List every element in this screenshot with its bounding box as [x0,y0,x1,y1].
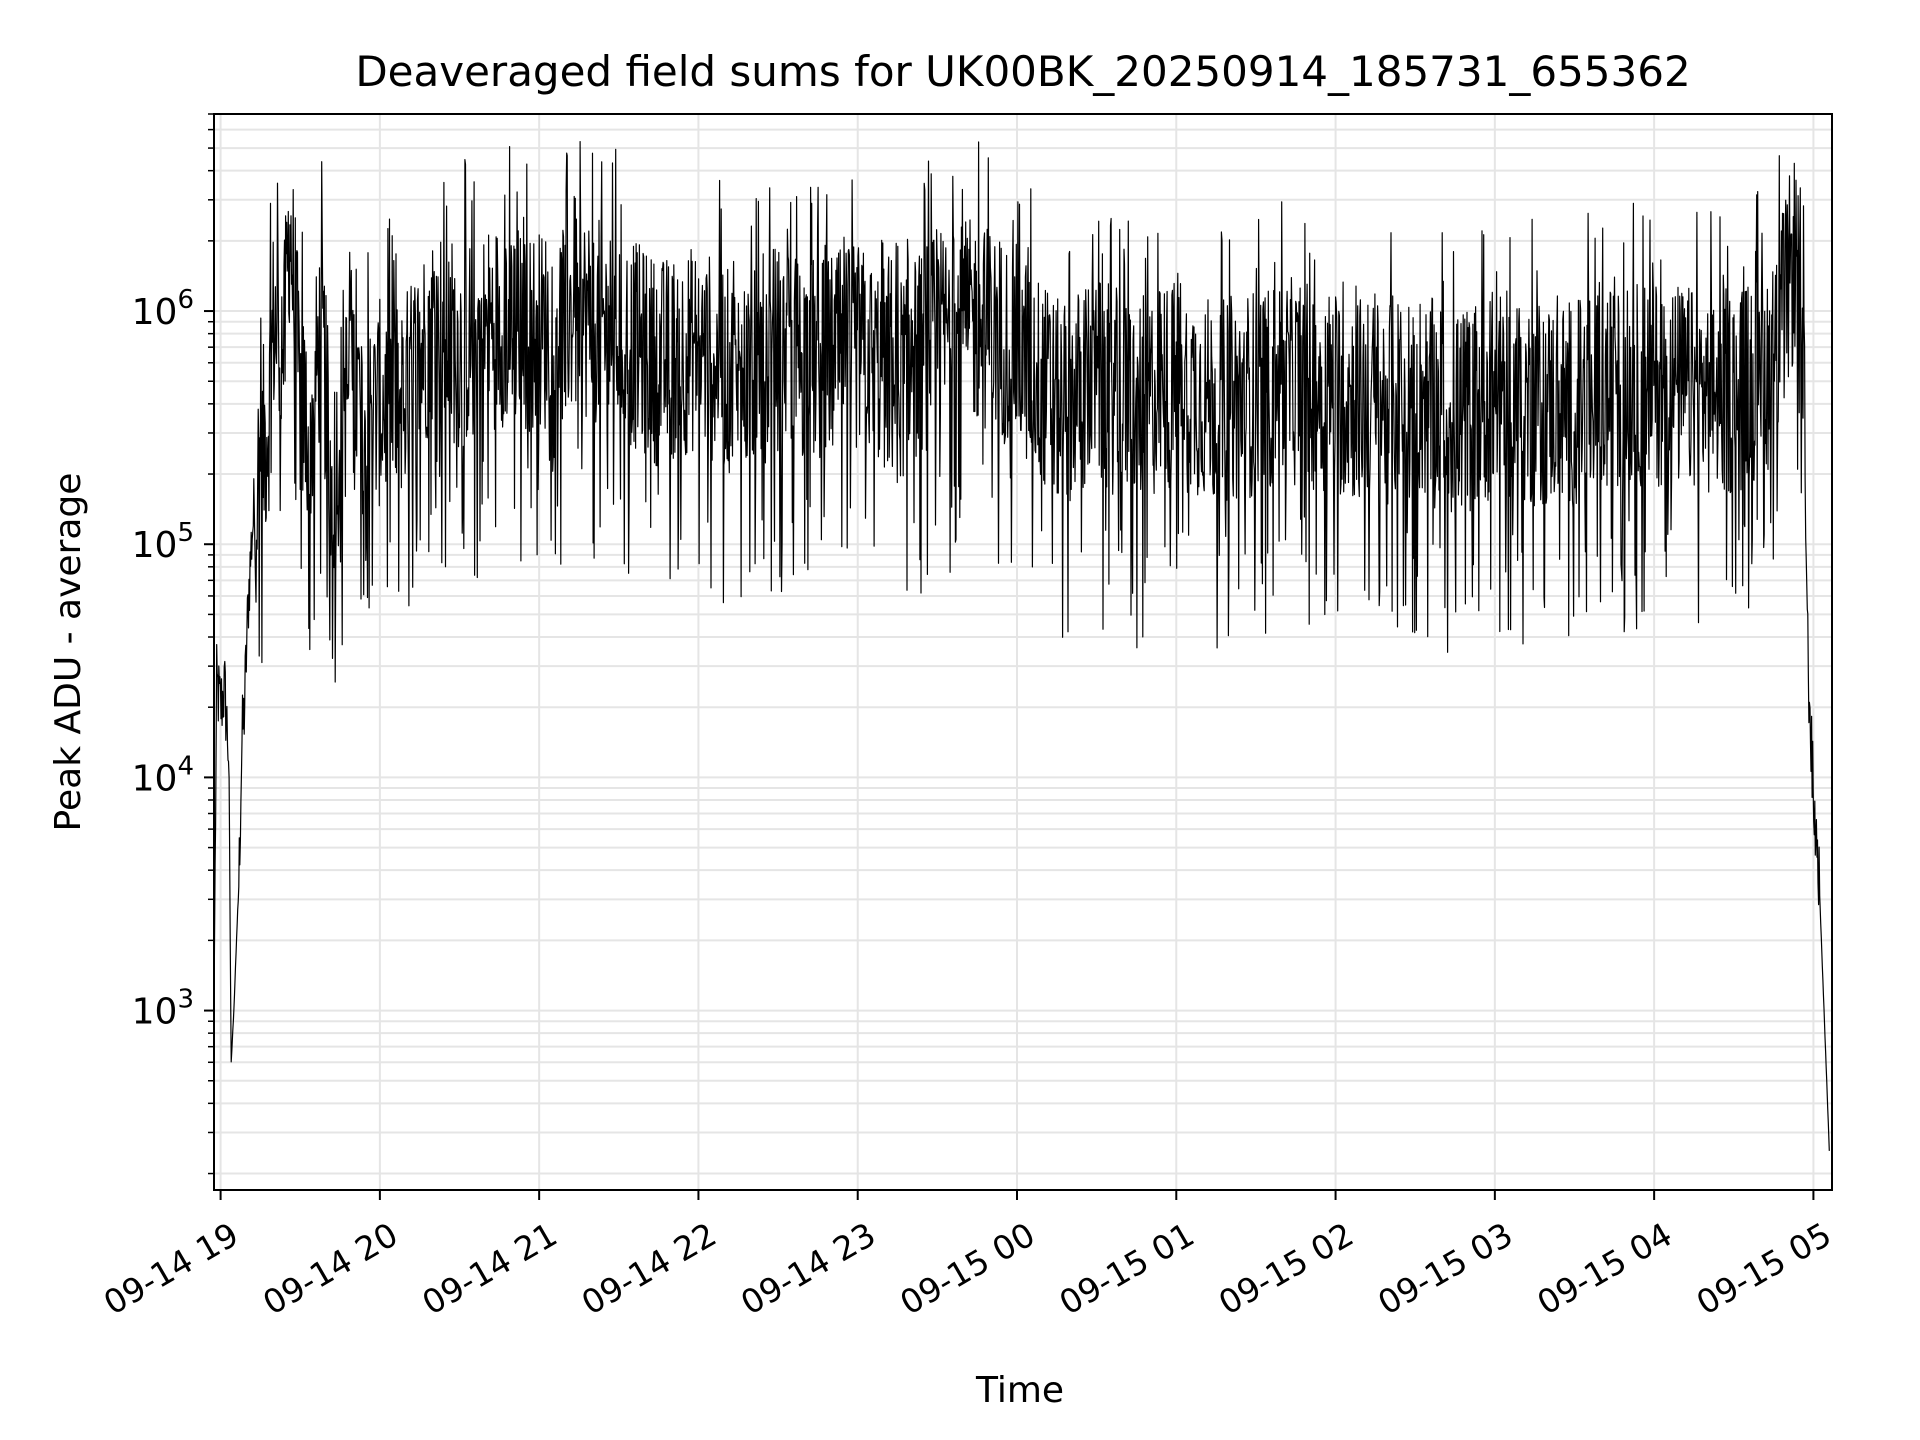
x-tick-label: 09-14 21 [416,1215,564,1323]
x-tick-label: 09-15 05 [1690,1215,1838,1323]
series-layer [213,141,1830,1151]
grid-lines [214,113,1832,1190]
x-tick-label: 09-14 22 [575,1215,723,1323]
x-axis: 09-14 19 09-14 20 09-14 21 09-14 22 09-14 23… [97,1190,1838,1323]
y-axis: 103 104 105 106 [132,113,214,1175]
y-tick-label: 105 [132,518,194,566]
y-tick-label: 106 [132,285,194,333]
x-tick-label: 09-15 03 [1371,1215,1519,1323]
x-tick-label: 09-14 19 [97,1215,245,1323]
x-tick-label: 09-15 00 [893,1215,1041,1323]
y-tick-label: 103 [132,985,194,1033]
x-tick-label: 09-14 20 [256,1215,404,1323]
series-line-0 [213,141,1830,1151]
x-tick-label: 09-15 04 [1531,1215,1679,1323]
chart-title: Deaveraged field sums for UK00BK_2025091… [355,47,1690,96]
x-tick-label: 09-14 23 [734,1215,882,1323]
y-tick-label: 104 [132,751,194,799]
plot-area-frame [213,113,1833,1191]
y-axis-label: Peak ADU - average [48,473,89,832]
x-tick-label: 09-15 02 [1212,1215,1360,1323]
x-axis-label: Time [975,1370,1064,1411]
x-tick-label: 09-15 01 [1053,1215,1201,1323]
